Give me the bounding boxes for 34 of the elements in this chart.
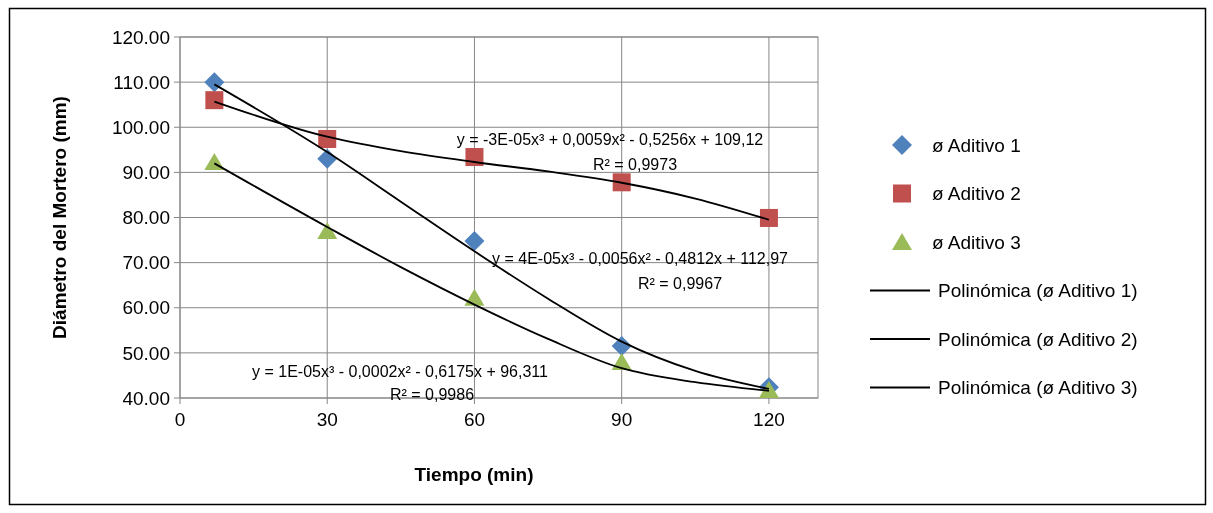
y-tick-label: 70.00	[122, 252, 170, 274]
legend-label: ø Aditivo 2	[932, 183, 1021, 205]
y-tick-label: 60.00	[122, 297, 170, 319]
annotation: y = -3E-05x³ + 0,0059x² - 0,5256x + 109,12	[456, 131, 764, 148]
annotation: R² = 0,9973	[592, 156, 678, 173]
y-tick-label: 120.00	[111, 26, 170, 48]
x-tick-label: 60	[463, 409, 486, 430]
y-tick-label: 80.00	[122, 207, 170, 229]
annotation: y = 1E-05x³ - 0,0002x² - 0,6175x + 96,311	[252, 363, 549, 380]
y-tick-label: 90.00	[122, 162, 170, 184]
annotation: R² = 0,9986	[389, 386, 475, 403]
legend-label: Polinómica (ø Aditivo 3)	[938, 377, 1138, 399]
point	[759, 208, 778, 227]
annotation: y = 4E-05x³ - 0,0056x² - 0,4812x + 112,97	[492, 250, 789, 267]
y-tick-label: 110.00	[113, 71, 170, 93]
annotation: R² = 0,9967	[637, 275, 723, 292]
x-tick-label: 120	[753, 409, 785, 430]
legend-label: Polinómica (ø Aditivo 2)	[938, 328, 1138, 350]
point	[612, 173, 631, 192]
y-tick-label: 50.00	[122, 342, 170, 364]
point	[317, 222, 338, 240]
point	[205, 91, 224, 110]
x-tick-label: 0	[174, 409, 186, 430]
x-axis-title: Tiempo (min)	[414, 464, 534, 485]
y-tick-label: 40.00	[122, 387, 170, 409]
y-axis-title: Diámetro del Mortero (mm)	[49, 96, 70, 339]
x-tick-label: 30	[316, 409, 338, 430]
point	[204, 72, 225, 93]
legend-label: ø Aditivo 3	[932, 231, 1021, 253]
legend-label: Polinómica (ø Aditivo 1)	[938, 280, 1138, 302]
legend-label: ø Aditivo 1	[932, 134, 1021, 156]
y-tick-label: 100.00	[111, 116, 170, 138]
x-tick-label: 90	[611, 409, 633, 430]
point	[464, 230, 485, 251]
